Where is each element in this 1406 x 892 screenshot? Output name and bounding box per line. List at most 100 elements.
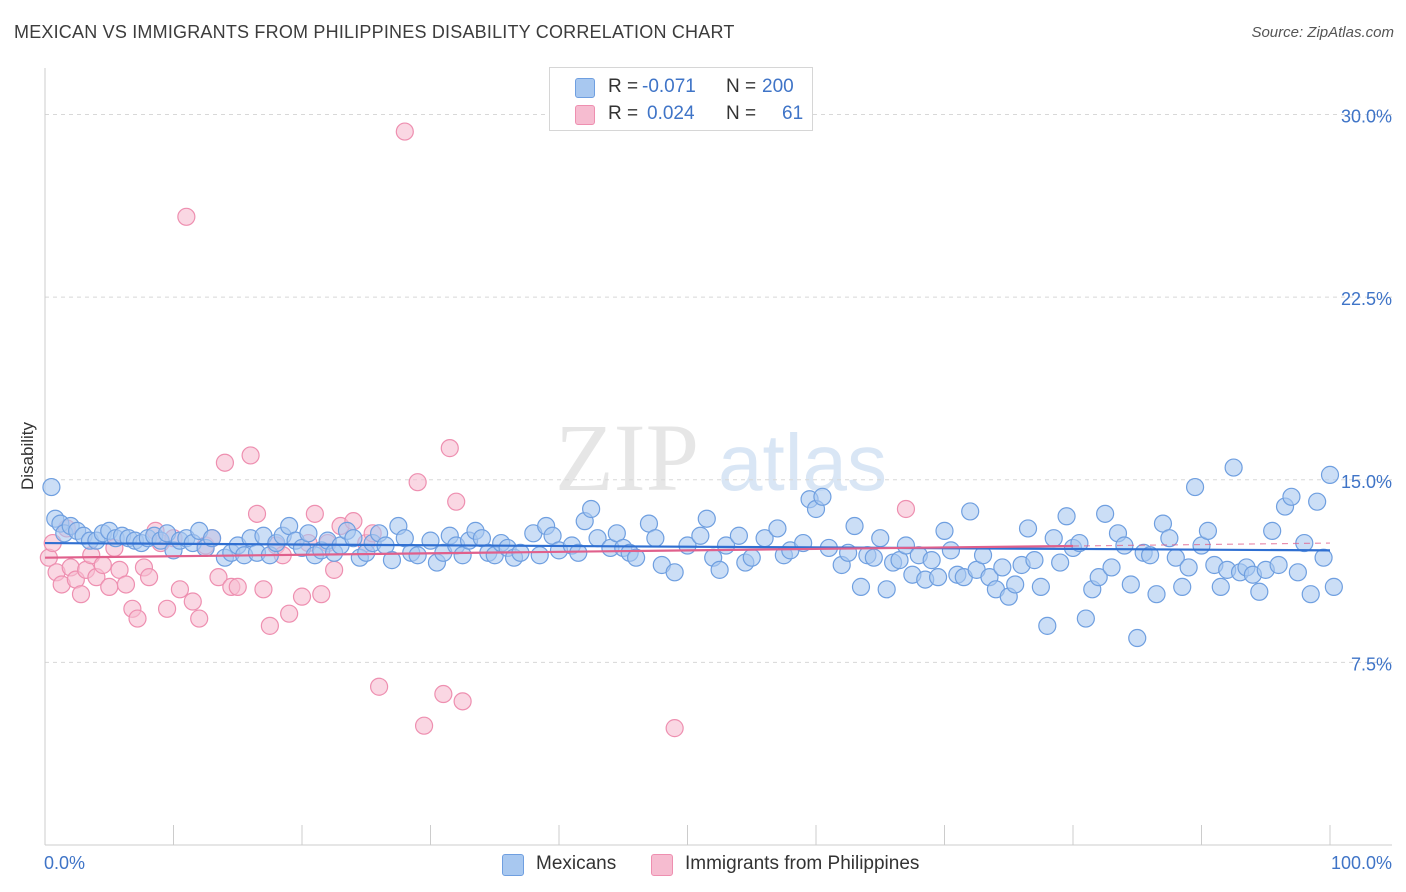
mexicans-point: [928, 568, 948, 587]
mexicans-point: [845, 516, 864, 536]
mexicans-point: [1185, 477, 1205, 497]
mexicans-point: [691, 526, 710, 545]
mexicans-point: [42, 477, 61, 497]
mexicans-point: [382, 551, 402, 570]
mexicans-point: [922, 551, 941, 570]
mexicans-point: [768, 519, 787, 538]
mexicans-point: [993, 558, 1012, 577]
philippines-point: [128, 609, 147, 628]
philippines-point: [177, 207, 196, 226]
philippines-point: [280, 604, 299, 623]
mexicans-point: [1128, 628, 1147, 648]
philippines-point: [228, 577, 247, 596]
legend-r-label: R =: [608, 76, 639, 97]
mexicans-point: [1031, 577, 1050, 596]
philippines-point: [440, 439, 459, 458]
philippines-point: [71, 585, 91, 604]
mexicans-point: [1314, 548, 1333, 567]
source-label: Source: ZipAtlas.com: [1251, 24, 1394, 41]
mexicans-point: [530, 546, 549, 565]
mexicans-point: [1282, 487, 1301, 506]
philippines-point: [183, 592, 202, 611]
mexicans-point: [1044, 529, 1063, 548]
mexicans-point: [299, 524, 318, 543]
philippines-point: [139, 568, 159, 587]
mexicans-point: [1250, 582, 1269, 601]
y-tick-label: 30.0%: [1341, 107, 1392, 127]
mexicans-point: [1057, 507, 1076, 526]
legend-n-label: N =: [726, 103, 757, 124]
philippines-point: [447, 492, 466, 511]
legend-r-value: 0.024: [647, 103, 695, 124]
philippines-point: [292, 587, 312, 606]
mexicans-point: [1288, 563, 1307, 582]
mexicans-point: [1038, 616, 1057, 635]
legend-n-label: N =: [726, 76, 757, 97]
philippines-point: [190, 609, 209, 628]
mexicans-point: [665, 563, 684, 582]
mexicans-point: [344, 529, 363, 548]
philippines-point: [93, 555, 112, 575]
mexicans-point: [729, 526, 749, 545]
mexicans-point: [1140, 546, 1160, 565]
mexicans-point: [421, 531, 440, 550]
chart-title: MEXICAN VS IMMIGRANTS FROM PHILIPPINES D…: [14, 22, 735, 42]
watermark-zip: ZIP: [555, 404, 699, 511]
mexicans-point: [742, 548, 761, 567]
mexicans-point: [1179, 558, 1198, 577]
mexicans-point: [202, 529, 222, 548]
watermark: ZIP atlas: [555, 404, 887, 511]
trend-line-philippines-extension: [1072, 542, 1331, 547]
philippines-point: [209, 568, 228, 587]
philippines-point: [414, 716, 434, 735]
mexicans-point: [961, 502, 980, 521]
bottom-legend-swatch-pink: [651, 854, 673, 876]
mexicans-point: [1269, 555, 1288, 575]
mexicans-point: [582, 499, 601, 519]
mexicans-point: [864, 548, 883, 567]
mexicans-point: [697, 509, 716, 528]
correlation-legend: R = -0.071 N = 200 R = 0.024 N = 61: [549, 67, 813, 131]
mexicans-point: [1198, 521, 1218, 540]
trend-lines: [44, 541, 1331, 559]
mexicans-point: [1051, 553, 1070, 572]
mexicans-point: [408, 546, 427, 565]
legend-swatch-pink: [575, 105, 595, 125]
mexicans-point: [851, 577, 871, 596]
philippines-point: [215, 453, 234, 472]
philippines-point: [157, 599, 177, 618]
mexicans-point: [710, 560, 729, 579]
mexicans-point: [871, 529, 890, 548]
mexicans-point: [935, 521, 954, 540]
mexicans-point: [1076, 609, 1095, 628]
legend-n-value: 200: [762, 76, 794, 97]
y-tick-label: 7.5%: [1351, 654, 1392, 674]
philippines-point: [100, 577, 119, 596]
mexicans-point: [1147, 585, 1166, 604]
philippines-point: [408, 473, 427, 492]
philippines-point: [312, 585, 331, 604]
philippines-point: [665, 719, 684, 738]
watermark-atlas: atlas: [718, 418, 887, 507]
philippines-point: [395, 122, 414, 141]
mexicans-point: [941, 541, 961, 560]
legend-r-label: R =: [608, 103, 639, 124]
mexicans-point: [1320, 465, 1340, 484]
mexicans-point: [1160, 529, 1179, 548]
y-tick-label: 15.0%: [1341, 472, 1392, 492]
mexicans-point: [1173, 577, 1192, 596]
mexicans-point: [1070, 533, 1089, 553]
mexicans-point: [1301, 585, 1320, 604]
mexicans-point: [1224, 458, 1243, 477]
mexicans-point: [1006, 575, 1025, 594]
mexicans-point: [1089, 568, 1108, 587]
y-tick-label: 22.5%: [1341, 289, 1392, 309]
philippines-point: [241, 446, 260, 465]
mexicans-point: [1121, 575, 1140, 594]
philippines-point: [325, 560, 344, 579]
trend-line-mexicans: [44, 541, 1331, 552]
legend-n-value: 61: [782, 103, 804, 124]
philippines-point: [305, 504, 324, 523]
bottom-legend-label: Mexicans: [536, 853, 617, 874]
